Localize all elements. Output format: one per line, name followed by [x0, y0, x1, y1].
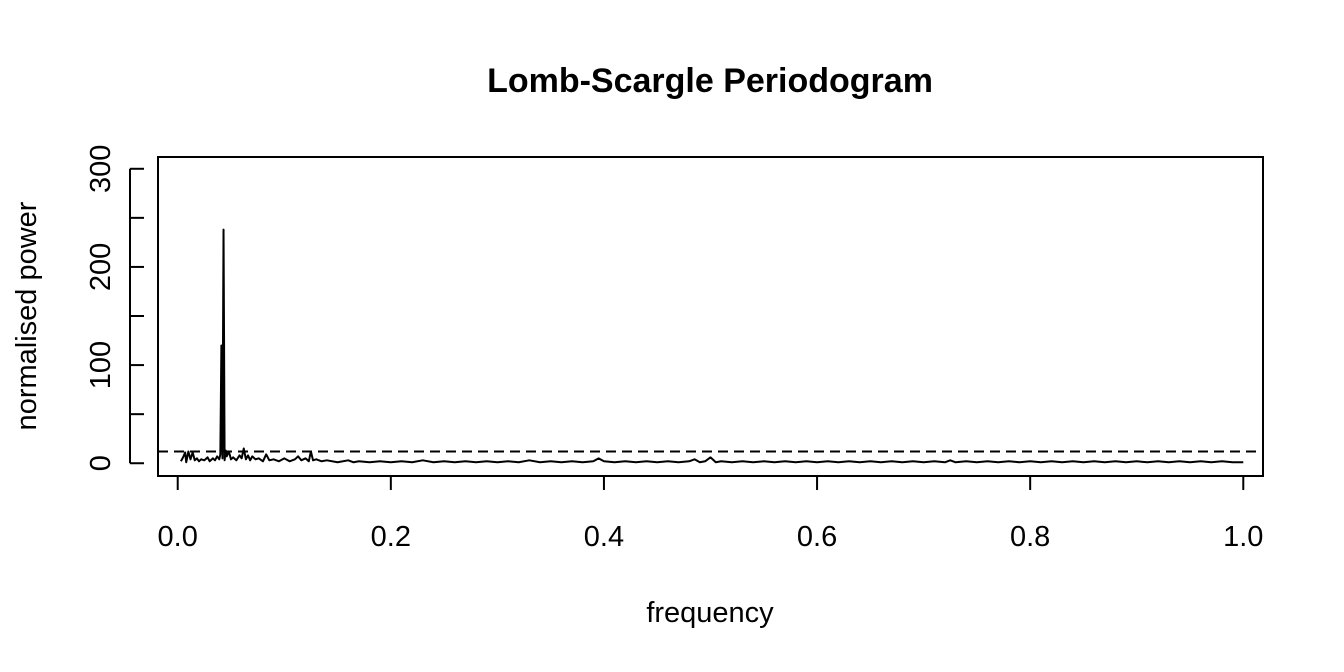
y-axis: 0 100 200 300	[85, 145, 144, 471]
power-series-line	[180, 228, 1244, 464]
x-tick-label: 0.0	[158, 521, 198, 553]
plot-border	[157, 156, 1264, 477]
y-tick-label: 200	[85, 243, 117, 291]
chart-title: Lomb-Scargle Periodogram	[487, 62, 933, 100]
x-axis-label: frequency	[646, 597, 774, 629]
y-tick-label: 0	[85, 455, 117, 471]
x-tick-label: 0.6	[797, 521, 837, 553]
y-axis-label: normalised power	[11, 201, 43, 430]
y-tick-label: 300	[85, 145, 117, 193]
series-group	[180, 228, 1244, 464]
y-tick-label: 100	[85, 341, 117, 389]
x-tick-label: 0.4	[584, 521, 624, 553]
x-axis: 0.0 0.2 0.4 0.6 0.8 1.0	[158, 475, 1263, 553]
x-tick-label: 1.0	[1223, 521, 1263, 553]
x-tick-label: 0.8	[1010, 521, 1050, 553]
x-tick-label: 0.2	[371, 521, 411, 553]
plot-frame	[157, 156, 1264, 477]
